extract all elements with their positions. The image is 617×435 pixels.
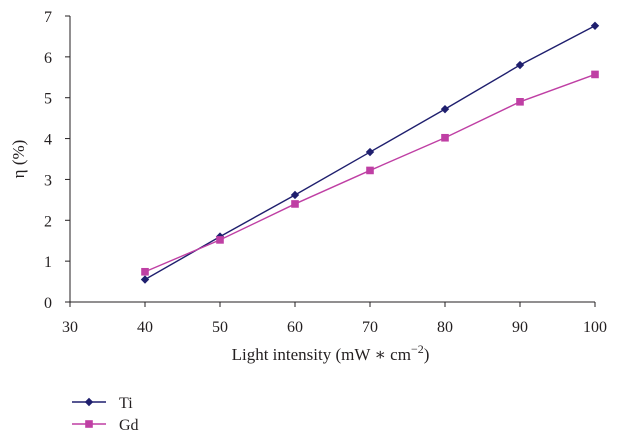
x-tick-label: 50 [212,319,228,336]
data-point-gd [516,98,524,106]
x-tick-label: 90 [512,319,528,336]
data-point-gd [591,70,599,79]
legend: Ti Gd [72,395,139,434]
data-point-gd [141,267,149,276]
y-tick-label: 7 [44,9,52,26]
data-point-ti [440,104,450,114]
x-axis-label-main: Light intensity (mW ∗ cm [232,345,411,364]
data-point-gd [216,236,224,244]
data-point-ti [590,21,600,31]
series-layer [140,21,600,284]
y-tick-label: 0 [44,295,52,312]
x-tick-label: 60 [287,319,303,336]
y-tick-label: 5 [44,91,52,108]
data-point-gd [291,200,299,208]
data-point-ti [290,190,300,200]
y-tick-label: 4 [44,132,52,149]
data-point-gd [441,133,449,142]
x-axis-label-suffix: ) [424,345,430,364]
legend-item-gd: Gd [72,417,139,434]
data-point-ti [140,275,150,284]
data-point-ti [365,147,375,157]
y-tick-label: 3 [44,172,52,189]
legend-item-ti: Ti [72,395,133,412]
axes [69,16,595,303]
legend-marker-ti [84,397,94,407]
y-axis-label: η (%) [9,140,28,179]
x-tick-label: 100 [583,319,607,336]
x-tick-label: 70 [362,319,378,336]
x-tick-label: 30 [62,319,78,336]
x-axis-label-superscript: −2 [411,342,424,356]
legend-label-gd: Gd [119,417,139,434]
y-tick-label: 2 [44,213,52,230]
y-tick-label: 6 [44,50,52,67]
y-ticks: 0 1 2 3 4 5 6 7 [44,9,70,312]
x-axis-label: Light intensity (mW ∗ cm−2) [232,342,430,364]
y-tick-label: 1 [44,254,52,271]
x-tick-label: 40 [137,319,153,336]
legend-label-ti: Ti [119,395,133,412]
series-gd [141,70,599,276]
x-tick-label: 80 [437,319,453,336]
data-point-gd [366,166,374,175]
x-ticks: 30 40 50 60 70 80 90 100 [62,302,607,336]
data-point-ti [515,60,525,70]
legend-marker-gd [85,420,93,428]
